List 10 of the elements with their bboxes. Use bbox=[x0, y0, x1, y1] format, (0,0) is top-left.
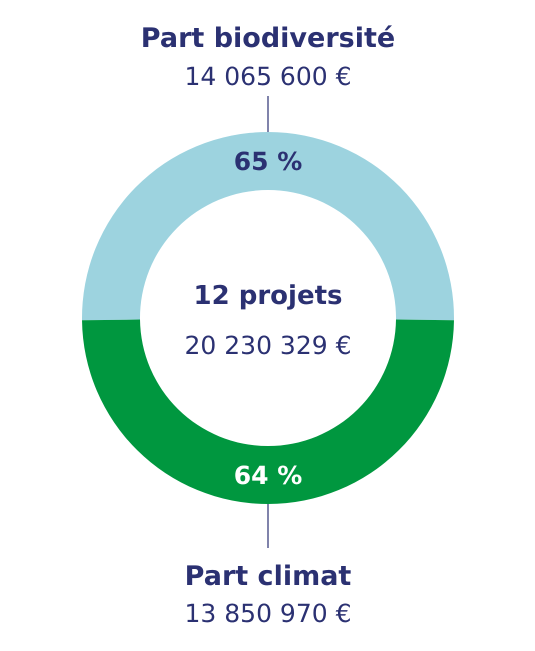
data-label: 65 % bbox=[234, 146, 302, 176]
slice-label: Part climat bbox=[184, 561, 352, 592]
text: 20 230 329 € bbox=[184, 331, 352, 360]
slice-label: Part biodiversité bbox=[140, 23, 396, 54]
text: 13 850 970 € bbox=[184, 599, 352, 628]
donut-slice bbox=[82, 320, 454, 504]
data-label: 64 % bbox=[234, 460, 302, 490]
donut-slice bbox=[82, 132, 454, 320]
text: 14 065 600 € bbox=[184, 62, 352, 91]
text: 12 projets bbox=[194, 281, 342, 311]
